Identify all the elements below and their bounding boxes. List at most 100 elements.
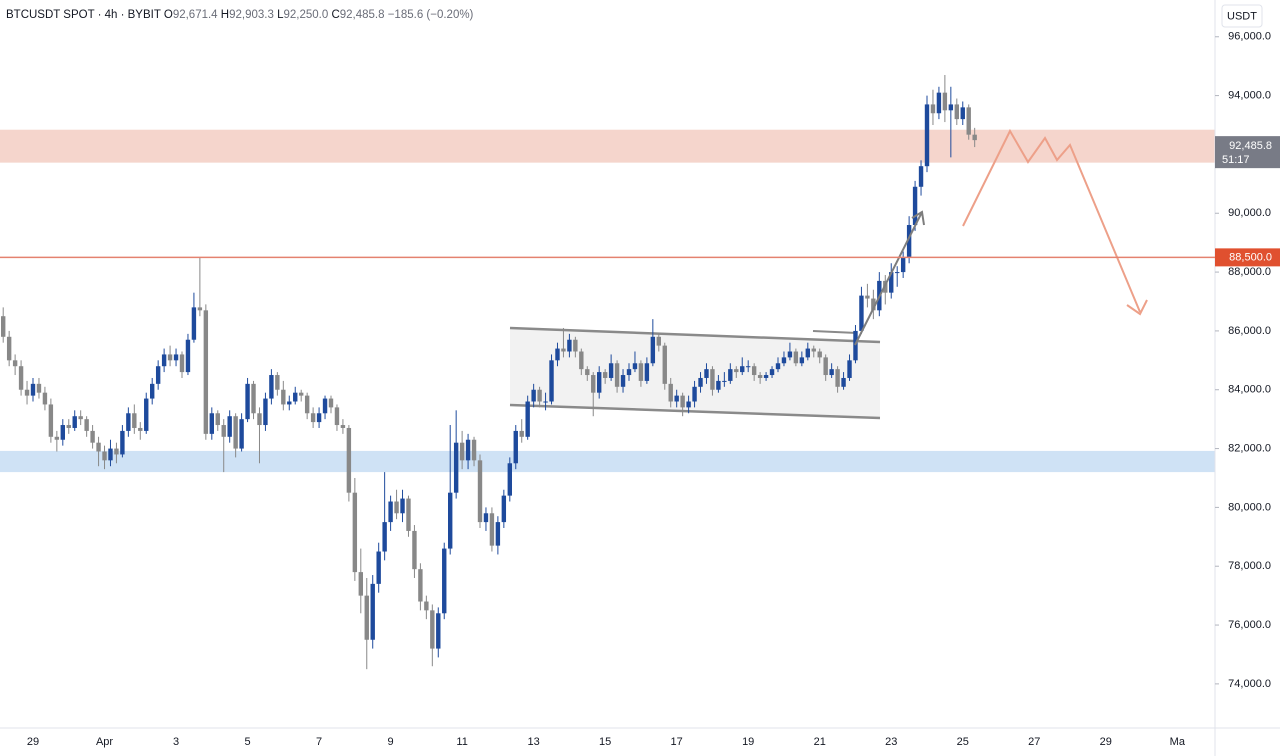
candle-body [287,401,292,405]
candle-body [72,416,77,428]
y-tick-label: 84,000.0 [1228,384,1271,396]
x-tick-label: Apr [96,736,113,748]
x-tick-label: 19 [742,736,754,748]
candle-body [650,336,656,364]
x-tick-label: 27 [1028,736,1040,748]
candle-body [775,363,781,370]
y-tick-label: 90,000.0 [1228,207,1271,219]
candle-body [281,389,286,405]
channel-fill [510,328,880,418]
currency[interactable]: USDT [1227,10,1257,22]
currency-box[interactable] [1221,4,1263,28]
candle-body [453,442,459,493]
candle-body [30,383,36,396]
candle-body [495,522,501,546]
ohlc-value: 92,671.4 [173,9,218,21]
candle-body [215,413,220,426]
candle-body [817,351,822,358]
candle-body [394,501,399,514]
drawings [509,326,881,420]
candle-body [608,363,614,378]
zone [0,450,1215,473]
candle-body [781,357,787,364]
candle-body [221,425,226,437]
candle-body [829,369,834,376]
x-tick-label: 15 [599,736,611,748]
candle-body [155,366,161,384]
candle-body [102,451,107,461]
trend-arrow [854,211,923,346]
ohlc-value: 92,903.3 [229,9,274,21]
candle-body [942,92,948,111]
candle-body [841,377,846,387]
candle-body [525,401,530,437]
candle-body [889,272,894,293]
ohlc-value: 92,250.0 [283,9,328,21]
candle-body [245,383,250,420]
candle-body [138,427,143,431]
candle-body [358,572,363,596]
candle-body [257,413,262,426]
candle-body [412,530,417,570]
candle-body [620,375,626,387]
candle-body [352,492,358,573]
price-line-label-bg [1215,248,1280,267]
candle-body [597,372,602,393]
candle-body [698,377,703,387]
y-tick-label: 78,000.0 [1228,560,1271,572]
candle-body [24,389,30,396]
candle-body [722,380,727,382]
candle-body [936,92,942,114]
candle-body [96,442,101,452]
candle-body [871,298,876,311]
candle-body [561,348,566,352]
x-tick-label: 21 [814,736,826,748]
candle-body [114,448,119,455]
candle-body [519,430,524,437]
candle-body [316,413,322,423]
candle-body [477,460,483,523]
zone [0,129,1215,163]
channel-top [509,326,881,344]
candle-body [424,601,429,611]
candle-body [585,369,590,376]
candle-body [900,257,906,273]
candle-body [400,498,405,514]
candle-body [239,419,244,449]
candle-body [328,398,334,408]
price-labels: 88,500.0 92,485.8 51:17 [0,136,1280,267]
candle-body [173,354,179,361]
candle-body [483,513,489,523]
candle-body [90,430,95,443]
candle-body [251,383,256,414]
candle-body [668,383,673,402]
candle-body [310,413,316,423]
y-tick-label: 86,000.0 [1228,325,1271,337]
candle-body [150,383,155,399]
candle-body [644,363,650,381]
candle-body [126,413,131,431]
candle-body [680,395,685,408]
x-tick-label: 9 [388,736,394,748]
y-tick-label: 74,000.0 [1228,678,1271,690]
candle-body [340,425,346,428]
candle-body [602,372,608,378]
candle-body [579,351,584,370]
candle-body [704,369,709,378]
channel-bottom [509,403,881,420]
candle-body [346,427,352,493]
candle-body [734,369,739,373]
candle-body [448,492,453,549]
candle-body [161,354,167,367]
candle-body [746,366,751,368]
candle-body [442,548,447,614]
candle-body [799,357,805,364]
ohlc-key: H [221,9,229,21]
candle-body [334,407,340,426]
candle-body [740,366,745,373]
candle-body [811,348,816,352]
projection-path [962,128,1141,313]
candle-body [203,310,209,434]
x-tick-label: Ma [1170,736,1186,748]
